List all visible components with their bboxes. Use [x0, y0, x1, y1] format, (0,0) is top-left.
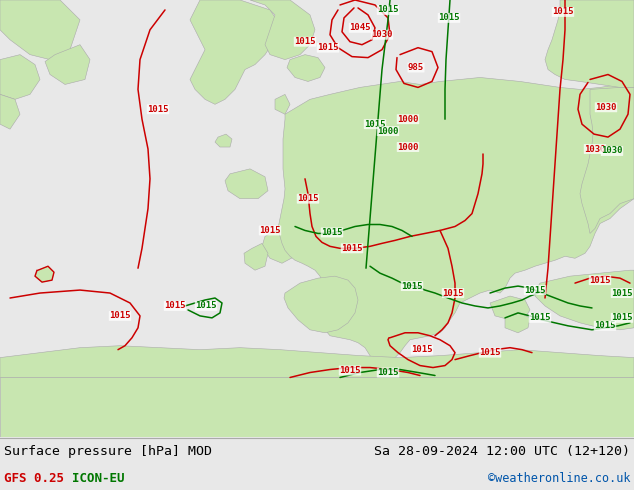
Text: 1000: 1000 [398, 143, 418, 151]
Polygon shape [244, 244, 268, 270]
Text: 1015: 1015 [195, 301, 217, 311]
Text: 1015: 1015 [297, 194, 319, 203]
Text: 1015: 1015 [611, 314, 633, 322]
Text: 1015: 1015 [377, 5, 399, 14]
Polygon shape [535, 270, 634, 330]
Text: 1015: 1015 [339, 366, 361, 375]
Text: 1015: 1015 [164, 301, 186, 311]
Text: 1015: 1015 [589, 276, 611, 285]
Text: 1015: 1015 [321, 228, 343, 237]
Polygon shape [545, 0, 634, 87]
Text: 1015: 1015 [341, 244, 363, 253]
Text: 1015: 1015 [611, 289, 633, 297]
Polygon shape [0, 0, 80, 60]
Text: 1015: 1015 [259, 226, 281, 235]
Text: GFS 0.25: GFS 0.25 [4, 472, 64, 485]
Polygon shape [215, 134, 232, 147]
Text: Surface pressure [hPa] MOD: Surface pressure [hPa] MOD [4, 445, 212, 459]
Text: 1015: 1015 [443, 289, 463, 297]
Polygon shape [35, 266, 54, 282]
Text: 1030: 1030 [601, 147, 623, 155]
Polygon shape [45, 45, 90, 84]
Polygon shape [287, 54, 325, 81]
Polygon shape [278, 77, 634, 366]
Polygon shape [0, 377, 634, 437]
Text: 1015: 1015 [109, 311, 131, 320]
Text: 1015: 1015 [411, 345, 433, 354]
Text: 1015: 1015 [552, 7, 574, 17]
Text: 1030: 1030 [585, 145, 605, 153]
Text: 1015: 1015 [401, 282, 423, 291]
Polygon shape [190, 0, 280, 104]
Text: 985: 985 [408, 63, 424, 72]
Polygon shape [490, 296, 530, 320]
Text: 1015: 1015 [317, 43, 339, 52]
Text: 1030: 1030 [372, 30, 392, 39]
Text: 1000: 1000 [398, 115, 418, 123]
Text: 1015: 1015 [147, 105, 169, 114]
Polygon shape [250, 0, 315, 60]
Text: 1015: 1015 [479, 348, 501, 357]
Polygon shape [275, 95, 290, 114]
Text: Sa 28-09-2024 12:00 UTC (12+120): Sa 28-09-2024 12:00 UTC (12+120) [374, 445, 630, 459]
Polygon shape [284, 276, 358, 333]
Text: 1015: 1015 [524, 286, 546, 294]
Polygon shape [0, 345, 634, 377]
Text: ©weatheronline.co.uk: ©weatheronline.co.uk [488, 472, 630, 485]
Text: 1015: 1015 [377, 368, 399, 377]
Polygon shape [505, 313, 530, 333]
Text: 1015: 1015 [529, 314, 551, 322]
Text: 1015: 1015 [594, 321, 616, 330]
Polygon shape [0, 54, 40, 99]
Text: ICON-EU: ICON-EU [72, 472, 124, 485]
Polygon shape [580, 87, 634, 233]
Text: 1015: 1015 [365, 120, 385, 129]
Text: 1015: 1015 [438, 13, 460, 23]
Text: 1030: 1030 [595, 103, 617, 112]
Text: 1045: 1045 [349, 24, 371, 32]
Polygon shape [262, 226, 300, 263]
Text: 1015: 1015 [294, 37, 316, 46]
Polygon shape [0, 95, 20, 129]
Polygon shape [225, 169, 268, 198]
Text: 1000: 1000 [377, 126, 399, 136]
